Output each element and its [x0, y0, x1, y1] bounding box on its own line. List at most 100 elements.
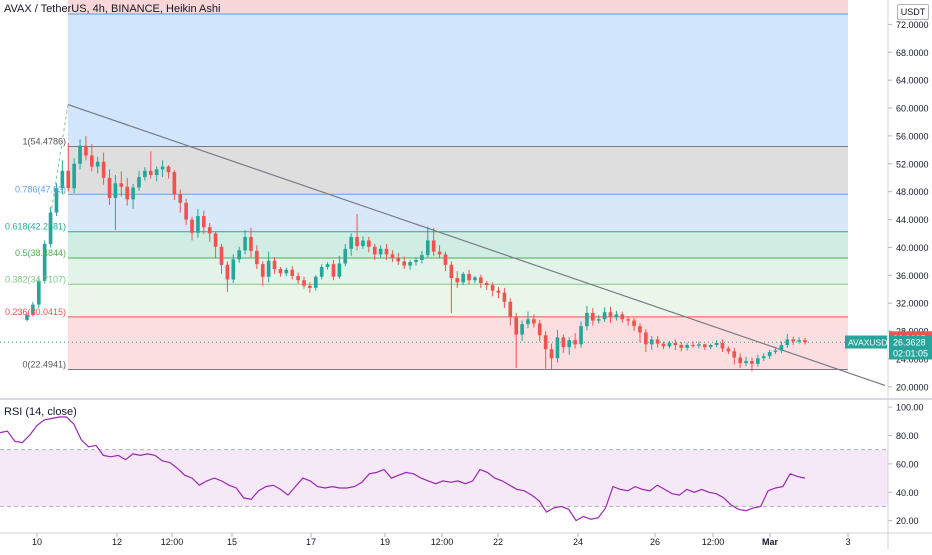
candle-body [355, 236, 359, 247]
candle-body [779, 345, 784, 351]
candle-body [449, 264, 454, 279]
symbol-header[interactable]: AVAX / TetherUS, 4h, BINANCE, Heikin Ash… [4, 3, 221, 15]
fib-label: 0.786(47.63) [15, 184, 66, 194]
candle-body [785, 339, 790, 346]
fib-zone-1 [68, 13, 848, 147]
y-tick-label: 48.0000 [896, 187, 929, 197]
candle-body [213, 233, 218, 247]
candle-body [249, 236, 253, 251]
candle-body [278, 269, 283, 274]
candle-body [396, 257, 401, 262]
candle-body [290, 269, 295, 277]
candle-body [219, 246, 224, 265]
candle-body [791, 339, 796, 342]
candle-body [420, 255, 424, 260]
candle-body [750, 361, 754, 364]
candle-body [679, 345, 684, 348]
y-tick-label: 52.0000 [896, 159, 929, 169]
candle-body [431, 240, 436, 252]
rsi-band [0, 449, 888, 507]
candle-body [632, 320, 636, 327]
candle-body [661, 343, 666, 347]
candle-body [207, 227, 212, 234]
countdown-label: 02:01:05 [893, 348, 928, 358]
candle-body [602, 312, 607, 320]
candle-body [508, 301, 513, 318]
candle-body [390, 254, 395, 258]
candle-body [101, 161, 106, 178]
candle-body [490, 285, 495, 291]
candle-body [685, 345, 689, 348]
candle-body [667, 342, 672, 347]
candle-body [343, 248, 348, 264]
candle-body [225, 264, 230, 280]
candle-body [514, 317, 519, 335]
candle-body [125, 186, 130, 200]
x-tick-label: 3 [845, 537, 850, 547]
candle-body [626, 319, 631, 321]
fib-zone-0 [68, 0, 848, 14]
x-tick-label: 24 [573, 537, 583, 547]
fib-label: 0.618(42.2581) [5, 222, 66, 232]
candle-body [402, 261, 407, 266]
candle-body [738, 357, 742, 364]
candle-body [596, 319, 601, 321]
y-tick-label: 60.0000 [896, 104, 929, 114]
candle-body [708, 345, 713, 348]
y-tick-label: 40.0000 [896, 243, 929, 253]
close-price-box[interactable] [889, 335, 932, 360]
candle-body [378, 248, 383, 255]
candle-body [25, 315, 29, 320]
candle-body [66, 170, 71, 189]
candle-body [520, 324, 524, 335]
y-tick-label: 44.0000 [896, 215, 929, 225]
candle-body [178, 194, 183, 203]
trendline-projection[interactable] [49, 104, 69, 220]
x-tick-label: 12:00 [702, 537, 725, 547]
candle-body [372, 246, 377, 255]
fibonacci-retracement[interactable] [68, 0, 848, 370]
trendline[interactable] [67, 103, 886, 387]
currency-button[interactable]: USDT [897, 4, 929, 20]
candle-body [284, 269, 289, 274]
y-tick-label: 56.0000 [896, 131, 929, 141]
candle-body [337, 263, 342, 277]
rsi-indicator-title[interactable]: RSI (14, close) [4, 406, 77, 418]
candle-body [319, 266, 324, 277]
candle-body [260, 264, 265, 277]
candle-body [767, 351, 772, 357]
candle-body [655, 339, 660, 344]
x-tick-label: 12:00 [161, 537, 184, 547]
candle-body [331, 264, 336, 277]
candle-body [502, 292, 507, 302]
symbol-label-box[interactable] [845, 335, 887, 349]
candle-body [166, 166, 171, 173]
candle-body [184, 202, 188, 220]
candle-body [131, 187, 135, 200]
rsi-tick-label: 100.00 [896, 403, 924, 413]
fib-label: 0.382(34.7107) [5, 274, 66, 284]
candle-body [526, 319, 530, 325]
y-tick-label: 20.0000 [896, 382, 929, 392]
fib-label: 0.5(38.4844) [15, 248, 66, 258]
x-tick-label: 15 [227, 537, 237, 547]
candle-body [190, 219, 194, 233]
candle-body [697, 344, 701, 346]
candle-body [573, 340, 577, 345]
candle-body [172, 172, 177, 195]
trendline-group[interactable] [49, 103, 886, 387]
candle-body [479, 277, 483, 283]
candle-body [72, 163, 76, 189]
candle-body [691, 345, 695, 347]
candle-body [154, 169, 159, 175]
candle-body [673, 342, 678, 346]
candlestick-series [25, 135, 807, 372]
x-tick-label: 12 [112, 537, 122, 547]
candle-body [496, 290, 501, 293]
candle-body [455, 278, 460, 283]
rsi-tick-label: 60.00 [896, 459, 919, 469]
candle-body [137, 177, 141, 188]
